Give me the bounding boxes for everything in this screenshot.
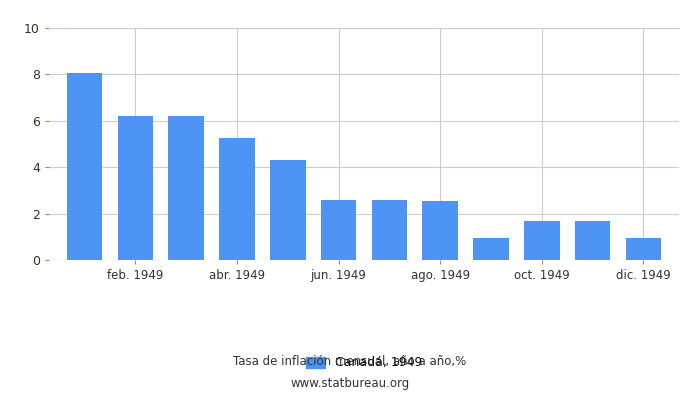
Bar [321,200,356,260]
Bar [626,238,662,260]
Bar [118,116,153,260]
Bar [524,221,559,260]
Legend: Canadá, 1949: Canadá, 1949 [301,351,427,374]
Bar [270,160,306,260]
Bar [169,116,204,260]
Text: Tasa de inflación mensual, año a año,%: Tasa de inflación mensual, año a año,% [233,356,467,368]
Bar [219,138,255,260]
Bar [575,221,610,260]
Bar [422,201,458,260]
Text: www.statbureau.org: www.statbureau.org [290,378,410,390]
Bar [473,238,509,260]
Bar [66,73,102,260]
Bar [372,200,407,260]
